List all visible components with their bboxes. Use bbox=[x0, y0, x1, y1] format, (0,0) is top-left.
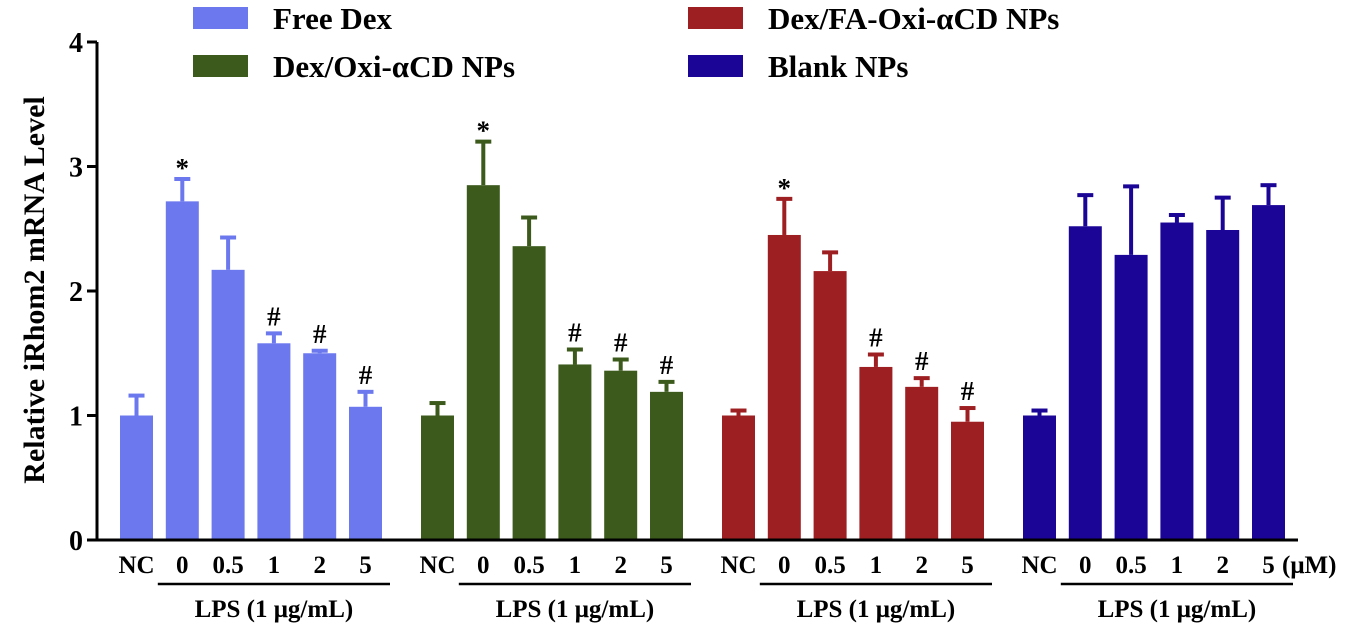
x-tick-label: 0 bbox=[176, 552, 189, 579]
bar bbox=[722, 415, 755, 540]
x-tick-label: 1 bbox=[1171, 552, 1184, 579]
x-tick-label: 2 bbox=[614, 552, 627, 579]
bar bbox=[767, 234, 801, 540]
y-tick-label: 2 bbox=[69, 277, 83, 308]
legend-item: Free Dex bbox=[193, 1, 393, 36]
x-tick-label: 2 bbox=[915, 552, 928, 579]
bar bbox=[1114, 254, 1148, 540]
y-tick-label: 0 bbox=[69, 526, 83, 557]
bar bbox=[650, 391, 683, 540]
bar bbox=[859, 366, 893, 540]
y-tick-label: 4 bbox=[69, 28, 83, 59]
x-tick-label: 0 bbox=[1079, 552, 1092, 579]
x-tick-label: 5 bbox=[1262, 552, 1275, 579]
bar bbox=[1023, 415, 1056, 540]
legend: Free Dex Dex/Oxi-αCD NPs Dex/FA-Oxi-αCD NP… bbox=[193, 1, 1059, 84]
bar bbox=[813, 271, 847, 540]
x-tick-label: 5 bbox=[359, 552, 372, 579]
bar bbox=[1252, 205, 1285, 540]
group-label: LPS (1 μg/mL) bbox=[797, 596, 956, 623]
bar bbox=[512, 246, 546, 540]
bar bbox=[421, 415, 454, 540]
significance-label: # bbox=[915, 346, 929, 376]
legend-label: Dex/Oxi-αCD NPs bbox=[273, 49, 515, 84]
x-tick-label: 0 bbox=[778, 552, 791, 579]
group-label: LPS (1 μg/mL) bbox=[195, 596, 354, 623]
bar-group: * # # # bbox=[722, 173, 984, 540]
x-tick-label: 0 bbox=[477, 552, 490, 579]
legend-label: Blank NPs bbox=[768, 49, 908, 84]
significance-label: * bbox=[176, 153, 190, 183]
x-tick-label: 0.5 bbox=[212, 552, 243, 579]
bar-group: * # # # bbox=[421, 116, 683, 541]
x-tick-label: 1 bbox=[870, 552, 883, 579]
bar bbox=[165, 201, 199, 541]
significance-label: # bbox=[267, 301, 281, 331]
legend-label: Dex/FA-Oxi-αCD NPs bbox=[768, 1, 1059, 36]
significance-label: # bbox=[869, 322, 883, 352]
significance-label: # bbox=[313, 319, 327, 349]
legend-swatch bbox=[688, 7, 743, 29]
bar bbox=[303, 353, 337, 540]
y-tick-label: 3 bbox=[69, 153, 83, 184]
legend-label: Free Dex bbox=[273, 1, 393, 36]
bar bbox=[1206, 229, 1240, 540]
group-label: LPS (1 μg/mL) bbox=[496, 596, 655, 623]
x-tick-label: 0.5 bbox=[513, 552, 544, 579]
x-tick-label: NC bbox=[720, 552, 756, 579]
x-tick-label: NC bbox=[1021, 552, 1057, 579]
bar bbox=[349, 406, 382, 540]
bar-group: * # # # bbox=[120, 153, 382, 541]
legend-item: Dex/Oxi-αCD NPs bbox=[193, 49, 515, 84]
bar bbox=[604, 370, 638, 540]
x-tick-label: 2 bbox=[313, 552, 326, 579]
bar bbox=[211, 269, 245, 540]
y-tick-label: 1 bbox=[69, 402, 83, 433]
x-tick-label: 5 bbox=[961, 552, 974, 579]
legend-swatch bbox=[688, 55, 743, 77]
bar-group bbox=[1023, 183, 1285, 540]
y-axis: 0 1 2 3 4 bbox=[69, 28, 99, 557]
bar bbox=[951, 421, 984, 540]
legend-item: Dex/FA-Oxi-αCD NPs bbox=[688, 1, 1059, 36]
bar bbox=[120, 415, 153, 540]
significance-label: # bbox=[660, 350, 674, 380]
bar bbox=[466, 185, 500, 541]
significance-label: * bbox=[778, 173, 792, 203]
significance-label: # bbox=[568, 318, 582, 348]
bars: * # # # * # # # * # # # bbox=[87, 116, 1298, 542]
significance-label: # bbox=[961, 376, 975, 406]
x-tick-label: 0.5 bbox=[1115, 552, 1146, 579]
significance-label: # bbox=[614, 327, 628, 357]
legend-swatch bbox=[193, 55, 248, 77]
significance-label: * bbox=[477, 116, 491, 146]
bar bbox=[558, 364, 592, 540]
unit-label: (μM) bbox=[1282, 552, 1336, 579]
x-tick-label: 1 bbox=[268, 552, 281, 579]
bar bbox=[1160, 222, 1194, 540]
x-tick-label: 0.5 bbox=[814, 552, 845, 579]
bar bbox=[257, 343, 291, 540]
bar bbox=[905, 386, 939, 540]
y-axis-title: Relative iRhom2 mRNA Level bbox=[18, 96, 51, 483]
x-tick-label: 2 bbox=[1216, 552, 1229, 579]
significance-label: # bbox=[359, 360, 373, 390]
group-label: LPS (1 μg/mL) bbox=[1098, 596, 1257, 623]
legend-swatch bbox=[193, 7, 248, 29]
bar bbox=[1068, 226, 1102, 540]
x-tick-label: 5 bbox=[660, 552, 673, 579]
x-tick-label: NC bbox=[419, 552, 455, 579]
x-tick-label: NC bbox=[118, 552, 154, 579]
x-tick-label: 1 bbox=[569, 552, 582, 579]
legend-item: Blank NPs bbox=[688, 49, 908, 84]
